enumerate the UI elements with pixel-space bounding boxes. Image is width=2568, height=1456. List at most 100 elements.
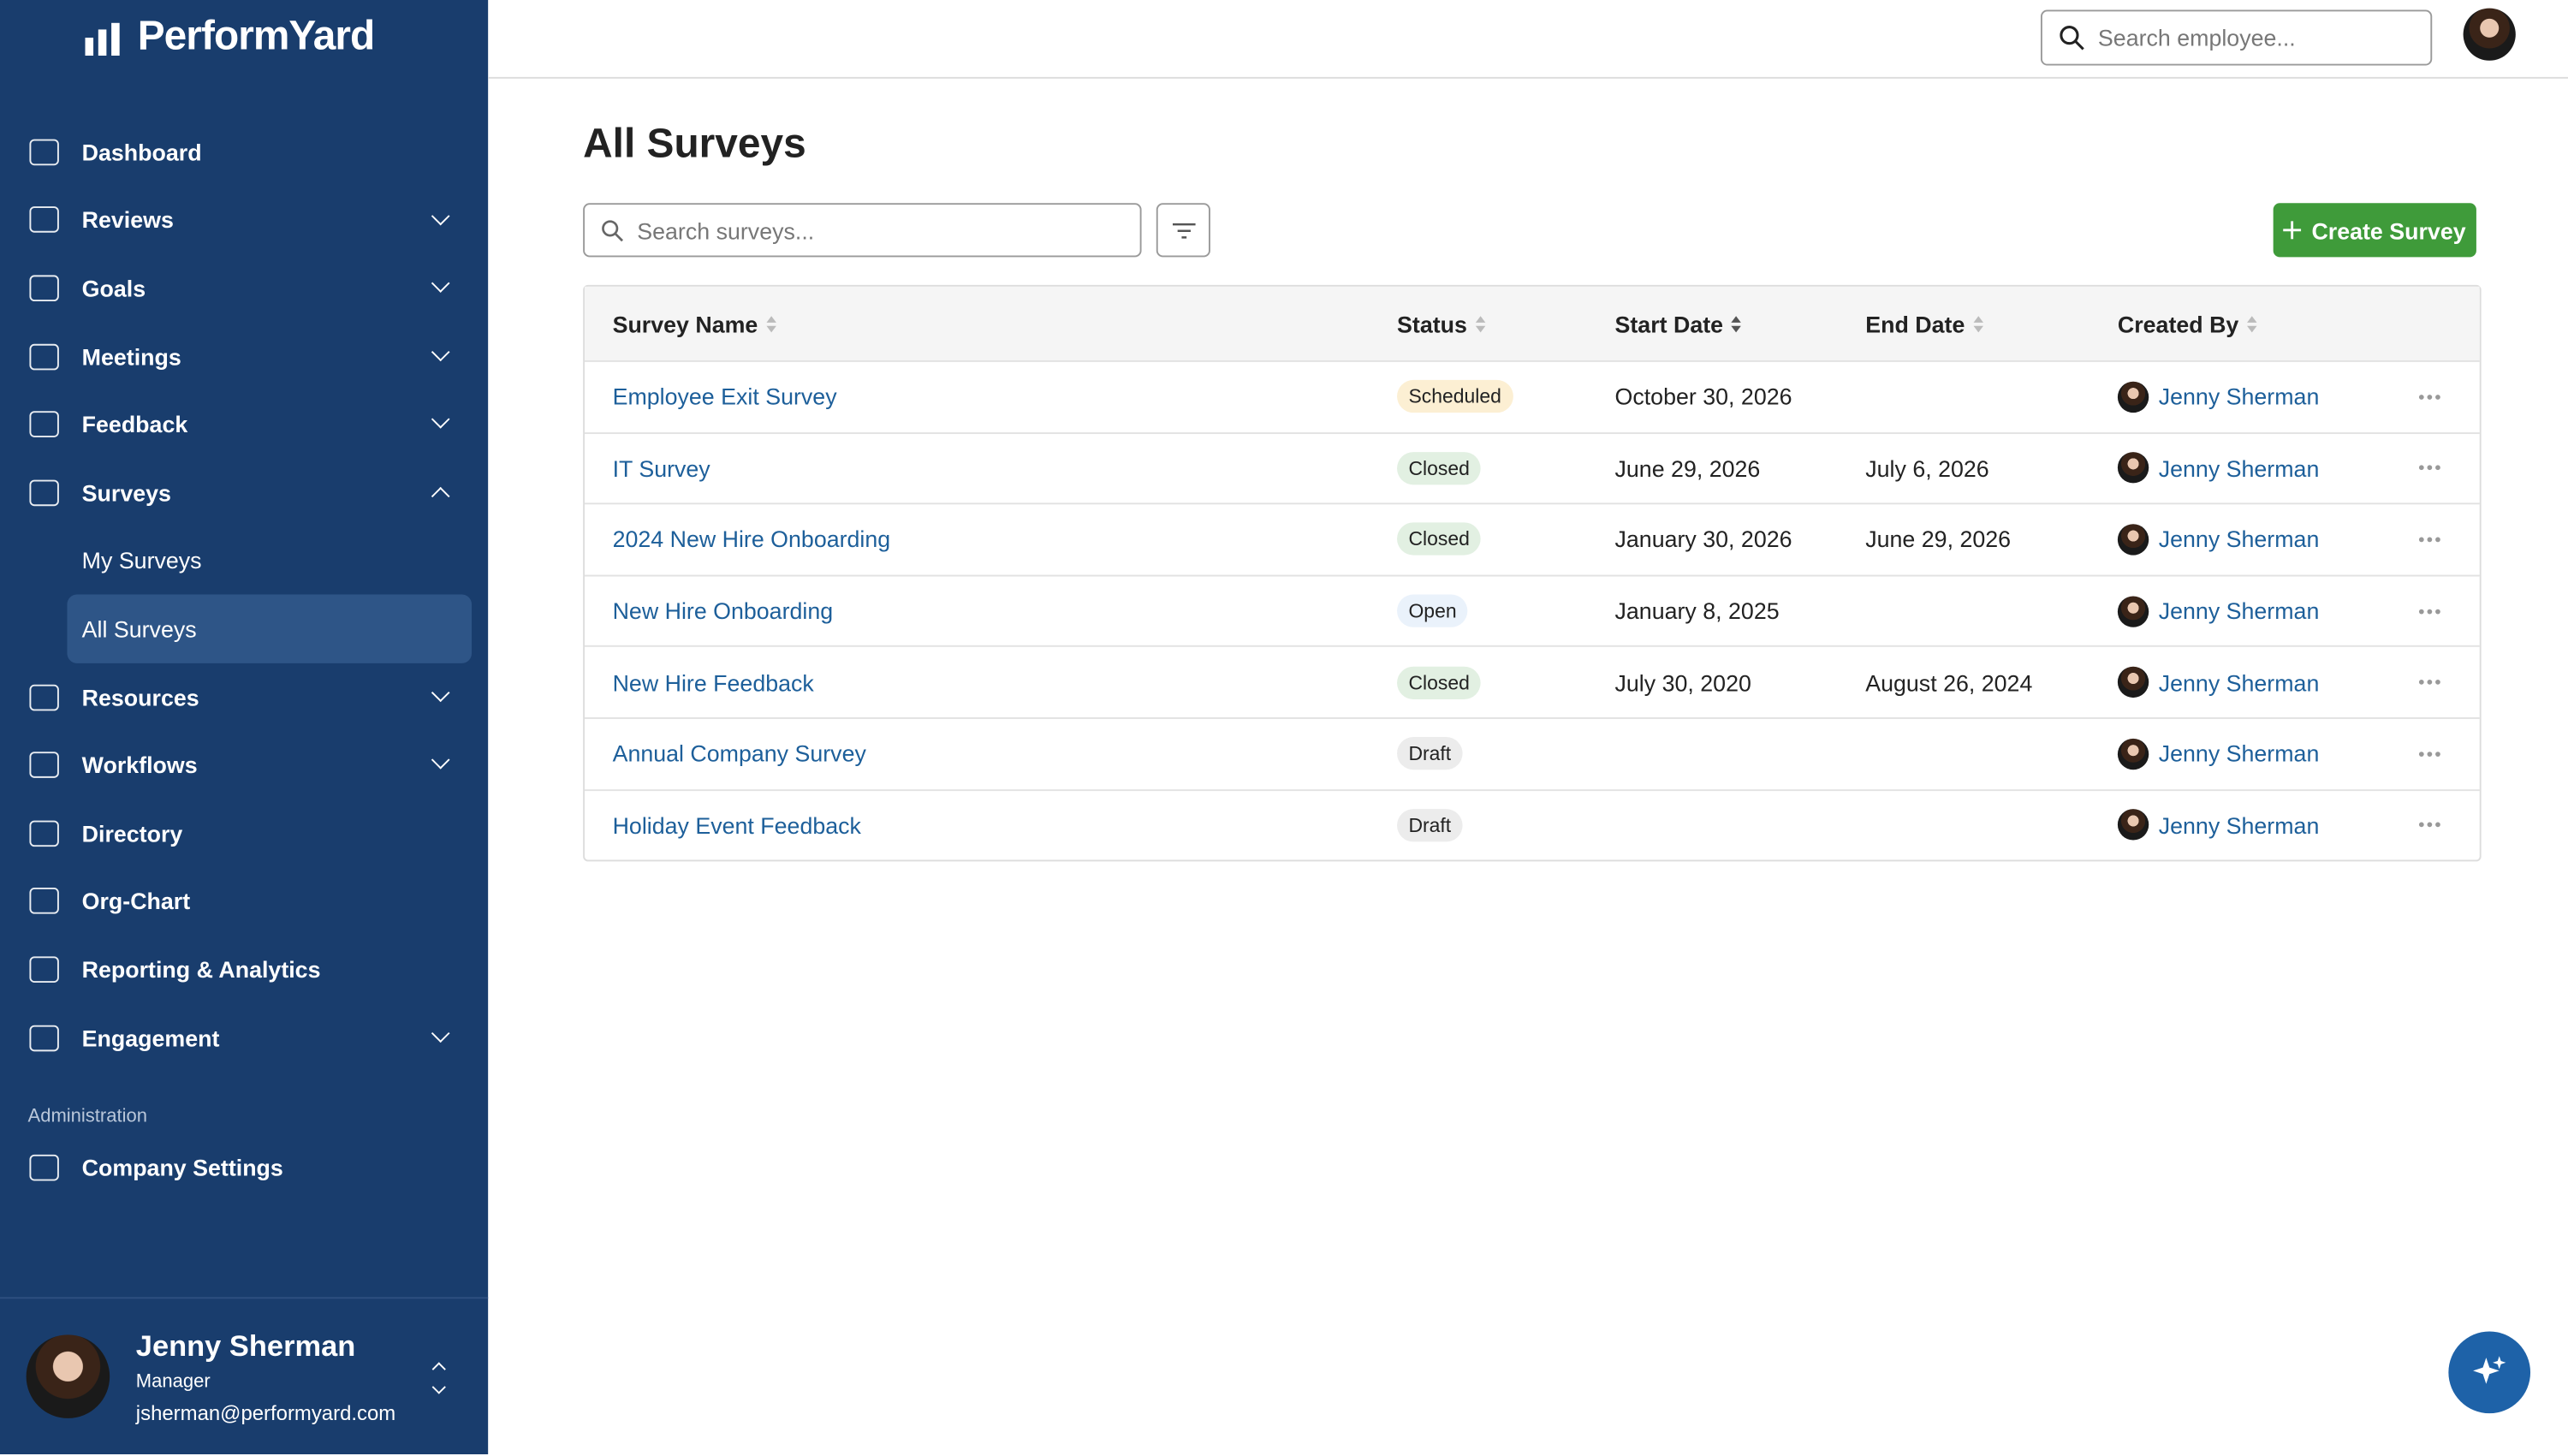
row-menu[interactable] [2418,433,2440,502]
creator-link[interactable]: Jenny Sherman [2158,383,2320,410]
row-menu[interactable] [2418,719,2440,788]
nav-item[interactable]: Dashboard [0,118,488,187]
creator-avatar [2117,809,2149,841]
sparkle-icon [2473,1356,2506,1384]
column-header[interactable]: Start Date [1615,287,1746,360]
avatar[interactable] [2463,8,2516,61]
dot [2418,466,2424,471]
dot [2435,466,2440,471]
column-label: Survey Name [612,310,758,337]
chevron [431,342,450,361]
table-row: 2024 New Hire Onboarding Closed January 30… [585,502,2480,574]
nav-label: Surveys [81,479,171,506]
dot [2435,680,2440,686]
nav-icon [29,275,59,302]
filter-button[interactable] [1156,203,1210,258]
row-menu[interactable] [2418,790,2440,859]
nav-icon [29,1154,59,1181]
nav-item[interactable]: Org-Chart [0,867,488,936]
column-header[interactable]: Status [1397,287,1490,360]
nav-item[interactable]: Goals [0,254,488,323]
end-date: June 29, 2026 [1865,526,2012,553]
survey-search[interactable]: Search surveys... [583,203,1142,258]
name-cell: 2024 New Hire Onboarding [613,505,891,574]
row-menu[interactable] [2418,647,2440,716]
creator-link[interactable]: Jenny Sherman [2158,811,2320,839]
nav-label: Reporting & Analytics [81,956,321,983]
nav-item[interactable]: Feedback [0,390,488,459]
nav-icon [29,479,59,506]
search-icon [602,219,624,241]
nav-item[interactable]: Meetings [0,323,488,391]
nav-item[interactable]: Reviews [0,186,488,254]
admin-nav: Company Settings [0,1133,488,1202]
plus-icon [2283,221,2302,240]
column-header[interactable]: Created By [2118,287,2262,360]
nav-item[interactable]: Directory [0,799,488,868]
dot [2435,394,2440,400]
creator-link[interactable]: Jenny Sherman [2158,597,2320,625]
survey-link[interactable]: Annual Company Survey [612,740,866,767]
nav-item[interactable]: Surveys [0,459,488,527]
brand[interactable]: PerformYard [85,13,375,60]
nav-item[interactable]: Reporting & Analytics [0,936,488,1004]
survey-link[interactable]: IT Survey [612,455,710,482]
employee-search[interactable]: Search employee... [2040,9,2433,66]
nav-icon [29,956,59,983]
end-cell: August 26, 2024 [1865,647,2032,716]
chevron [431,274,450,294]
creator-avatar [2117,738,2149,770]
start-date: January 30, 2026 [1614,526,1792,553]
start-cell: October 30, 2026 [1615,362,1792,431]
survey-link[interactable]: New Hire Feedback [612,669,814,696]
creator-link[interactable]: Jenny Sherman [2158,740,2320,767]
nav-label: Engagement [81,1024,220,1051]
creator-link[interactable]: Jenny Sherman [2158,455,2320,482]
sort-icon [1972,315,1983,332]
status-cell: Scheduled [1397,362,1513,431]
survey-link[interactable]: Employee Exit Survey [612,383,837,410]
row-menu[interactable] [2418,362,2440,431]
name-cell: Holiday Event Feedback [613,790,861,859]
nav-item[interactable]: Company Settings [0,1133,488,1202]
table-row: Annual Company Survey Draft Jenny Sherman [585,716,2480,788]
column-label: Start Date [1614,310,1724,337]
nav-item[interactable]: Resources [0,663,488,731]
column-header[interactable]: Survey Name [613,287,782,360]
name-cell: Employee Exit Survey [613,362,837,431]
create-button[interactable]: Create Survey [2273,203,2476,258]
column-label: End Date [1865,310,1965,337]
nav-label: Resources [81,683,199,710]
survey-link[interactable]: 2024 New Hire Onboarding [612,526,891,553]
topbar: Search employee... [488,0,2568,79]
nav-item[interactable]: All Surveys [0,594,488,663]
table-header: Survey Name Status Start Date End Date Creat… [585,286,2480,360]
row-menu[interactable] [2418,505,2440,574]
chevron [431,751,450,770]
creator-cell: Jenny Sherman [2117,433,2320,502]
survey-link[interactable]: New Hire Onboarding [612,597,834,625]
nav-label: Workflows [81,752,198,779]
user-card[interactable]: Jenny Sherman Manager jsherman@performya… [0,1297,489,1456]
ai-button[interactable] [2448,1331,2531,1414]
status-badge: Draft [1397,808,1463,842]
creator-avatar [2117,595,2149,627]
row-menu[interactable] [2418,576,2440,645]
survey-link[interactable]: Holiday Event Feedback [612,811,861,839]
surveys-table: Survey Name Status Start Date End Date Creat… [583,284,2482,862]
nav-item[interactable]: My Surveys [0,526,488,595]
nav-icon [29,342,59,370]
column-label: Created By [2117,310,2239,337]
filter-icon [1171,222,1195,238]
nav-item[interactable]: Workflows [0,731,488,799]
creator-link[interactable]: Jenny Sherman [2158,669,2320,696]
nav-item[interactable]: Engagement [0,1003,488,1072]
dot [2418,394,2424,400]
user-name: Jenny Sherman [135,1329,356,1363]
start-date: October 30, 2026 [1614,383,1792,410]
creator-link[interactable]: Jenny Sherman [2158,526,2320,553]
column-header[interactable]: End Date [1865,287,1988,360]
nav-label: Company Settings [81,1154,283,1181]
start-date: July 30, 2020 [1614,669,1751,696]
dot [2427,394,2433,400]
